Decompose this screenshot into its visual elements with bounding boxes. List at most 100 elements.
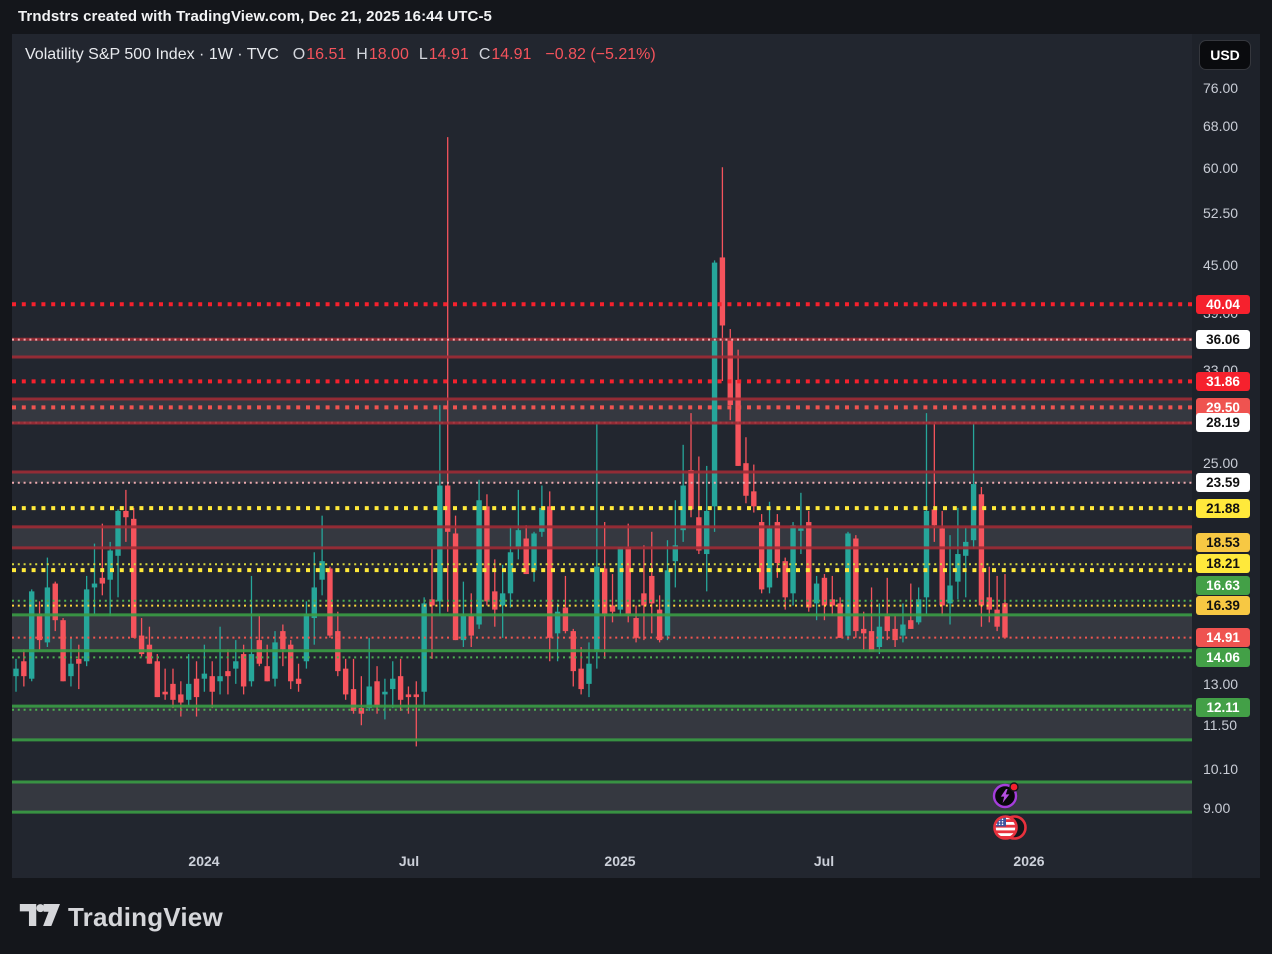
candle [531, 531, 537, 582]
high-label: H [356, 46, 368, 63]
candle [860, 611, 867, 650]
candle [154, 654, 160, 698]
price-label-column[interactable]: 76.0068.0060.0052.5045.0039.0033.0025.00… [1192, 34, 1260, 878]
zone-band [12, 339, 1192, 357]
price-level-label: 18.53 [1196, 532, 1250, 552]
candle [115, 509, 121, 598]
candle [719, 167, 726, 381]
candle [185, 654, 192, 706]
candle [547, 491, 553, 662]
candle [303, 601, 310, 669]
candle [452, 515, 459, 641]
candle [523, 525, 529, 575]
candle [295, 663, 302, 692]
candles-layer [13, 137, 1008, 747]
candle [201, 644, 208, 692]
candle [44, 557, 51, 648]
candle [413, 681, 419, 747]
high-value: 18.00 [368, 46, 409, 63]
event-marker-us-flag-icon[interactable] [992, 813, 1028, 847]
axis-tick: 68.00 [1203, 117, 1239, 134]
candle [868, 587, 875, 652]
candle [288, 640, 294, 690]
candle [845, 531, 851, 641]
candle [601, 522, 608, 659]
price-level-label: 23.59 [1196, 473, 1250, 493]
candle [240, 644, 247, 695]
tradingview-logo[interactable]: TradingView [18, 900, 223, 935]
candle [798, 492, 804, 555]
candle [641, 545, 647, 641]
candle [13, 658, 19, 692]
candle [947, 535, 953, 625]
close-label: C [478, 46, 491, 63]
price-level-label: 14.91 [1196, 628, 1250, 648]
axis-tick: 52.50 [1203, 204, 1239, 221]
candle [146, 626, 153, 664]
candle [68, 637, 74, 687]
candle [28, 589, 35, 682]
candle [342, 658, 349, 700]
candle [688, 413, 694, 518]
candle [123, 489, 129, 542]
candle [782, 557, 788, 610]
axis-tick: 45.00 [1203, 256, 1239, 273]
price-level-label: 18.21 [1196, 553, 1250, 573]
price-level-label: 28.19 [1196, 413, 1250, 433]
price-level-label: 31.86 [1196, 371, 1250, 391]
candle [444, 137, 451, 612]
price-level-label: 16.39 [1196, 595, 1250, 615]
candle [382, 678, 388, 720]
candle [397, 658, 404, 711]
candle [829, 575, 835, 616]
candle [978, 486, 985, 627]
candle [578, 647, 584, 695]
zone-band [12, 706, 1192, 740]
candle [280, 624, 286, 667]
symbol-title[interactable]: Volatility S&P 500 Index · 1W · TVC [25, 46, 279, 63]
tradingview-logo-icon [18, 900, 60, 935]
zone-band [12, 526, 1192, 548]
candle [21, 649, 27, 687]
candle [656, 595, 663, 643]
axis-tick: 76.00 [1203, 80, 1239, 96]
axis-tick: 60.00 [1203, 159, 1239, 176]
candle [939, 510, 945, 616]
candle [358, 676, 365, 726]
candle [837, 597, 843, 638]
attribution-text: Trndstrs created with TradingView.com, D… [18, 8, 492, 25]
chart-legend: Volatility S&P 500 Index · 1W · TVC O 16.… [25, 45, 656, 65]
candle [499, 564, 506, 638]
candle [52, 581, 58, 632]
open-label: O [292, 46, 306, 63]
price-axis[interactable] [1192, 34, 1260, 878]
candle [162, 668, 168, 700]
price-level-label: 36.06 [1196, 330, 1250, 350]
event-marker-lightning-icon[interactable] [992, 782, 1019, 814]
candle [272, 631, 278, 687]
candle [664, 540, 671, 641]
candle [900, 603, 906, 643]
candle [594, 421, 600, 669]
open-value: 16.51 [306, 46, 347, 63]
candle [743, 437, 749, 504]
candle [319, 515, 325, 596]
price-level-label: 21.88 [1196, 498, 1250, 518]
candle [554, 603, 561, 662]
currency-button[interactable]: USD [1199, 40, 1251, 70]
candle [91, 543, 98, 614]
candle [390, 661, 396, 709]
candle [892, 615, 898, 648]
candle [617, 547, 624, 616]
candle [986, 566, 992, 623]
candle [209, 661, 215, 709]
candle [170, 668, 176, 709]
candle [813, 575, 820, 621]
close-value: 14.91 [491, 46, 532, 63]
candle [437, 405, 443, 616]
low-value: 14.91 [428, 46, 469, 63]
candle [994, 575, 1000, 632]
candle [853, 535, 859, 638]
candle [484, 494, 490, 606]
